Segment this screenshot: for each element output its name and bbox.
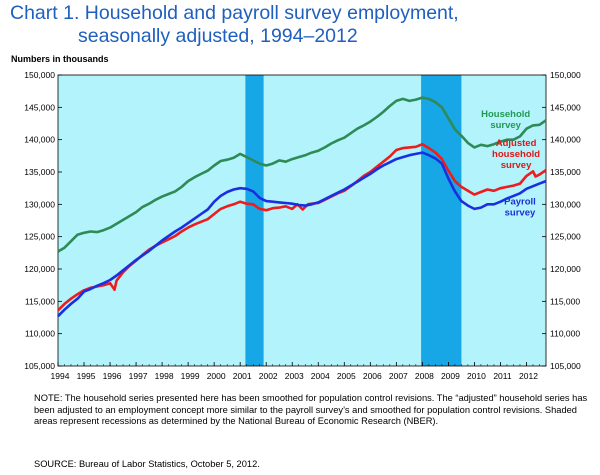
y-tick-label-left: 130,000 <box>24 199 55 209</box>
x-tick-label: 1996 <box>103 371 122 381</box>
plot-area <box>58 75 546 366</box>
y-tick-label-left: 135,000 <box>24 167 55 177</box>
x-tick-label: 2004 <box>311 371 330 381</box>
x-tick-label: 2008 <box>415 371 434 381</box>
y-tick-label-right: 105,000 <box>550 361 581 371</box>
y-tick-label-left: 125,000 <box>24 232 55 242</box>
chart-title-line1: Chart 1. Household and payroll survey em… <box>10 2 459 24</box>
x-tick-label: 2009 <box>441 371 460 381</box>
x-tick-label: 2002 <box>259 371 278 381</box>
y-tick-label-right: 125,000 <box>550 232 581 242</box>
x-tick-label: 2010 <box>467 371 486 381</box>
y-tick-label-right: 115,000 <box>550 296 580 306</box>
x-tick-label: 2011 <box>493 371 512 381</box>
y-tick-label-right: 145,000 <box>550 102 581 112</box>
series-line-3 <box>57 151 547 318</box>
y-tick-label-left: 105,000 <box>24 361 55 371</box>
y-tick-label-left: 145,000 <box>24 102 55 112</box>
chart-source: SOURCE: Bureau of Labor Statistics, Octo… <box>34 459 260 469</box>
x-tick-label: 1995 <box>77 371 96 381</box>
series-label-2: survey <box>501 160 532 171</box>
series-label-3: Payroll <box>504 196 536 207</box>
x-tick-label: 2003 <box>285 371 304 381</box>
recession-band-2 <box>421 75 462 366</box>
y-tick-label-left: 115,000 <box>25 296 55 306</box>
x-tick-label: 1999 <box>181 371 200 381</box>
plot-frame <box>57 74 547 367</box>
y-tick-label-right: 135,000 <box>550 167 581 177</box>
units-label: Numbers in thousands <box>11 54 109 64</box>
x-tick-label: 2012 <box>519 371 538 381</box>
y-tick-label-left: 120,000 <box>24 264 55 274</box>
series-label-2: Adjusted <box>496 138 537 149</box>
y-tick-label-right: 120,000 <box>550 264 581 274</box>
y-tick-label-right: 130,000 <box>550 199 581 209</box>
chart-title: Chart 1. Household and payroll survey em… <box>10 2 590 48</box>
x-tick-label: 2006 <box>363 371 382 381</box>
y-tick-label-left: 150,000 <box>24 70 55 80</box>
x-tick-label: 1998 <box>155 371 174 381</box>
x-tick-label: 2000 <box>207 371 226 381</box>
x-tick-label: 1994 <box>51 371 70 381</box>
y-tick-label-left: 110,000 <box>25 329 55 339</box>
series-line-1 <box>57 96 547 253</box>
y-tick-label-right: 140,000 <box>550 135 581 145</box>
series-label-1: survey <box>490 120 521 131</box>
x-tick-label: 2005 <box>337 371 356 381</box>
x-tick-label: 2007 <box>389 371 408 381</box>
series-label-3: survey <box>505 207 536 218</box>
x-tick-label: 1997 <box>129 371 148 381</box>
y-tick-label-right: 150,000 <box>550 70 581 80</box>
chart-note: NOTE: The household series presented her… <box>34 393 588 426</box>
series-label-1: Household <box>481 109 530 120</box>
y-tick-label-left: 140,000 <box>24 135 55 145</box>
y-tick-label-right: 110,000 <box>550 329 580 339</box>
series-label-2: household <box>492 149 540 160</box>
recession-band-1 <box>245 75 264 366</box>
x-tick-label: 2001 <box>233 371 252 381</box>
employment-line-chart: 105,000 105,000 110,000 110,000 115,000 115,0… <box>24 70 581 381</box>
chart-title-line2: seasonally adjusted, 1994–2012 <box>78 25 358 47</box>
